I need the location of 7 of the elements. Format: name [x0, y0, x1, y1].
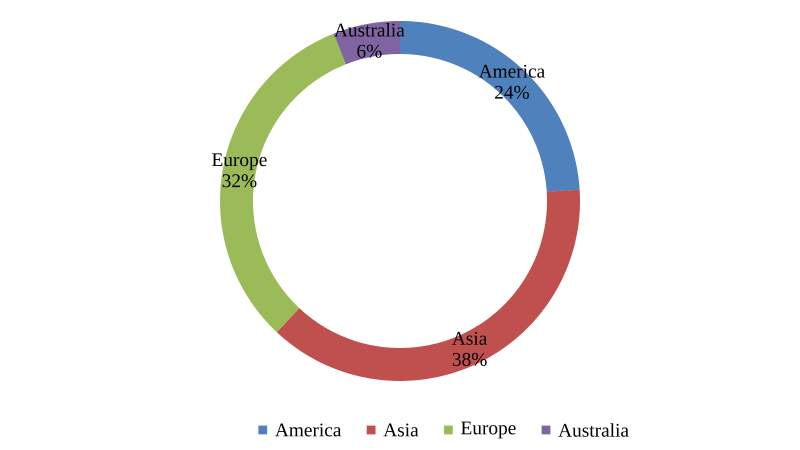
legend-label: America	[275, 424, 342, 436]
legend-label: Europe	[461, 422, 516, 438]
legend-label: Australia	[558, 423, 629, 437]
data-label: 38%	[452, 352, 487, 366]
data-label: 6%	[357, 44, 382, 58]
legend-label: Asia	[383, 424, 418, 436]
slice-label: Asia	[452, 332, 488, 345]
